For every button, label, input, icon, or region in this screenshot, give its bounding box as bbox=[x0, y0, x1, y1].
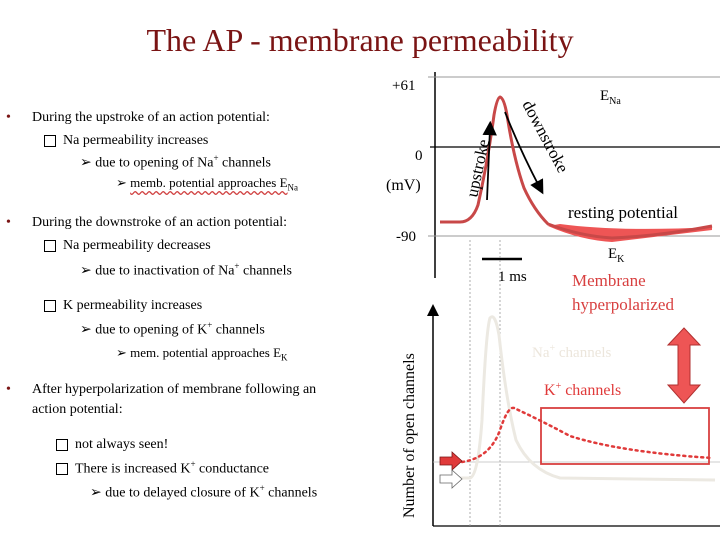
sub-na-opening: ➢ due to opening of Na+ channels bbox=[80, 153, 271, 171]
sub-k-conductance: There is increased K+ conductance bbox=[56, 459, 269, 478]
k-channels-label: K+ channels bbox=[544, 381, 621, 399]
y-label-zero: 0 bbox=[415, 148, 423, 164]
arrow-icon: ➢ bbox=[116, 175, 127, 190]
sub-k-increase: K permeability increases bbox=[44, 298, 202, 314]
sub-na-decrease: Na permeability decreases bbox=[44, 238, 211, 254]
arrow-icon: ➢ bbox=[116, 345, 127, 360]
slide-title: The AP - membrane permeability bbox=[146, 22, 574, 58]
ena-label: ENa bbox=[600, 88, 621, 107]
ek-label: EK bbox=[608, 246, 625, 265]
sub-k-opening: ➢ due to opening of K+ channels bbox=[80, 320, 265, 338]
na-channels-label: Na+ channels bbox=[532, 343, 612, 361]
na-legend-arrow-icon bbox=[439, 469, 463, 489]
checkbox-icon bbox=[56, 438, 68, 451]
y-axis-unit: (mV) bbox=[386, 177, 421, 194]
sub-not-always: not always seen! bbox=[56, 437, 168, 453]
hyperpolarization-double-arrow bbox=[666, 327, 702, 404]
na-channels-trace bbox=[440, 315, 716, 482]
checkbox-icon bbox=[44, 239, 56, 252]
bullet-dot-1: • bbox=[6, 110, 11, 125]
downstroke-arrow bbox=[504, 111, 544, 195]
bullet-upstroke: During the upstroke of an action potenti… bbox=[32, 110, 270, 125]
afterhyperpolarization-box bbox=[540, 407, 710, 465]
k-channels-trace bbox=[460, 406, 714, 464]
y-label-top: +61 bbox=[392, 78, 415, 94]
arrow-icon: ➢ bbox=[80, 155, 92, 171]
checkbox-icon bbox=[44, 299, 56, 312]
y-label-bottom: -90 bbox=[396, 229, 416, 245]
checkbox-icon bbox=[44, 134, 56, 147]
hyperpolarized-label-1: Membrane bbox=[572, 271, 646, 290]
sub-na-increase: Na permeability increases bbox=[44, 133, 208, 149]
arrow-icon: ➢ bbox=[90, 485, 102, 501]
channels-axis-label: Number of open channels bbox=[401, 353, 418, 518]
k-legend-arrow-icon bbox=[439, 451, 463, 471]
bullet-dot-2: • bbox=[6, 215, 11, 230]
bullet-after-hyper-1: After hyperpolarization of membrane foll… bbox=[32, 382, 317, 397]
time-scale-label: 1 ms bbox=[498, 269, 527, 285]
arrow-icon: ➢ bbox=[80, 322, 92, 338]
resting-potential-label: resting potential bbox=[568, 203, 678, 222]
bullet-downstroke: During the downstroke of an action poten… bbox=[32, 215, 288, 230]
downstroke-label: downstroke bbox=[518, 97, 572, 176]
sub-na-inactivation: ➢ due to inactivation of Na+ channels bbox=[80, 261, 292, 279]
hyperpolarized-label-2: hyperpolarized bbox=[572, 295, 674, 314]
bullet-after-hyper-2: action potential: bbox=[32, 402, 123, 417]
checkbox-icon bbox=[56, 463, 68, 476]
bullet-dot-3: • bbox=[6, 382, 11, 397]
arrow-icon: ➢ bbox=[80, 263, 92, 279]
sub-approach-ek: ➢ mem. potential approaches EK bbox=[116, 345, 288, 363]
hyperpolarization-area bbox=[548, 224, 712, 242]
upstroke-arrow bbox=[482, 120, 497, 201]
sub-delayed-closure: ➢ due to delayed closure of K+ channels bbox=[90, 483, 318, 501]
bullet-list: • During the upstroke of an action poten… bbox=[6, 110, 318, 501]
sub-approach-ena: ➢ memb. potential approaches ENa bbox=[116, 175, 299, 193]
